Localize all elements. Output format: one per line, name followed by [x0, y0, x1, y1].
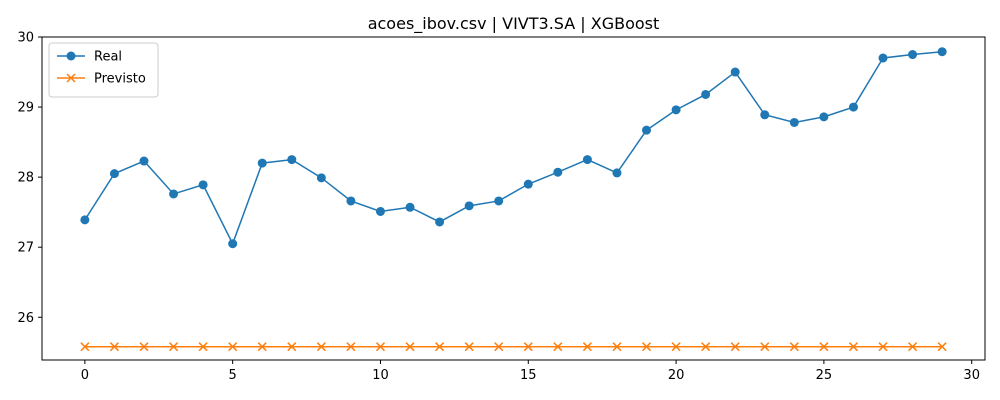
data-point-real: [937, 47, 947, 57]
data-point-real: [287, 155, 297, 165]
data-point-previsto: [760, 342, 770, 352]
data-point-previsto: [612, 342, 622, 352]
chart-title: acoes_ibov.csv | VIVT3.SA | XGBoost: [368, 14, 660, 34]
data-point-previsto: [553, 342, 563, 352]
data-point-real: [405, 202, 415, 212]
legend-label-previsto: Previsto: [94, 72, 146, 87]
data-point-real: [671, 105, 681, 115]
data-point-real: [464, 201, 474, 211]
data-point-previsto: [937, 342, 947, 352]
legend-label-real: Real: [94, 50, 122, 65]
data-point-previsto: [198, 342, 208, 352]
data-point-real: [760, 110, 770, 120]
data-point-real: [642, 125, 652, 135]
data-point-real: [523, 179, 533, 189]
data-point-previsto: [789, 342, 799, 352]
data-point-previsto: [405, 342, 415, 352]
y-tick-label: 27: [17, 241, 34, 256]
data-point-real: [848, 102, 858, 112]
data-point-previsto: [848, 342, 858, 352]
data-point-real: [819, 112, 829, 122]
data-point-previsto: [730, 342, 740, 352]
data-point-real: [139, 156, 149, 166]
y-tick-label: 26: [17, 311, 34, 326]
data-point-previsto: [908, 342, 918, 352]
data-point-previsto: [582, 342, 592, 352]
data-point-real: [316, 173, 326, 183]
data-point-real: [612, 168, 622, 178]
data-point-previsto: [523, 342, 533, 352]
x-tick-label: 0: [81, 368, 89, 383]
data-point-previsto: [139, 342, 149, 352]
legend: Real Previsto: [48, 42, 159, 98]
data-point-real: [908, 50, 918, 60]
data-point-previsto: [878, 342, 888, 352]
y-tick-label: 28: [17, 171, 34, 186]
legend-marker-real: [66, 51, 76, 61]
series-line-real: [84, 50, 943, 246]
x-tick-label: 25: [816, 368, 833, 383]
data-point-previsto: [494, 342, 504, 352]
data-point-real: [257, 158, 267, 168]
data-point-real: [346, 196, 356, 206]
data-point-real: [553, 167, 563, 177]
data-point-previsto: [819, 342, 829, 352]
data-point-previsto: [80, 342, 90, 352]
data-point-previsto: [435, 342, 445, 352]
y-tick-label: 29: [17, 101, 34, 116]
data-point-real: [80, 215, 90, 225]
data-point-real: [375, 206, 385, 216]
data-point-previsto: [641, 342, 652, 352]
data-point-previsto: [257, 342, 267, 352]
data-point-previsto: [464, 342, 474, 352]
data-point-previsto: [375, 342, 386, 352]
axes: 0 5 10 15 20 25 30 26 27 28 29 30: [17, 31, 986, 383]
data-point-real: [435, 217, 445, 227]
data-point-previsto: [346, 342, 356, 352]
data-point-previsto: [228, 342, 238, 352]
data-point-previsto: [109, 342, 119, 352]
y-tick-label: 30: [17, 31, 34, 46]
data-point-real: [169, 189, 179, 199]
data-point-real: [730, 67, 740, 77]
data-point-real: [228, 239, 238, 249]
data-point-real: [198, 180, 208, 190]
data-point-real: [789, 117, 799, 127]
data-point-previsto: [287, 342, 297, 352]
x-tick-label: 15: [520, 368, 537, 383]
x-tick-label: 10: [372, 368, 389, 383]
x-tick-label: 5: [229, 368, 237, 383]
data-point-previsto: [169, 342, 179, 352]
legend-marker-previsto: [66, 73, 76, 83]
data-point-real: [109, 169, 119, 179]
data-point-previsto: [671, 342, 681, 352]
data-point-real: [582, 155, 592, 165]
x-tick-label: 30: [963, 368, 980, 383]
data-point-previsto: [316, 342, 326, 352]
data-point-real: [494, 196, 504, 206]
data-point-real: [878, 53, 888, 63]
plot-frame: [41, 36, 986, 361]
x-tick-label: 20: [668, 368, 685, 383]
data-point-previsto: [701, 342, 711, 352]
data-point-real: [701, 89, 711, 99]
plot-area: [80, 47, 947, 352]
